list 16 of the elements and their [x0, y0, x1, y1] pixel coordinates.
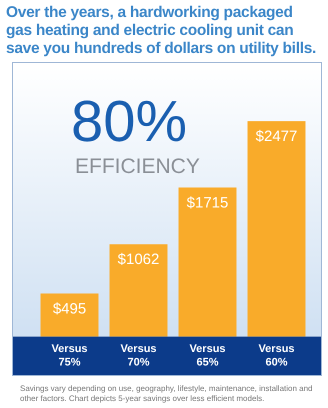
x-tick-label: Versus 65% [189, 343, 226, 368]
x-tick-label: Versus 75% [51, 343, 88, 368]
data-label: $1715 [186, 194, 228, 212]
annotation: 80% [71, 89, 188, 154]
bar [248, 121, 306, 337]
data-label: $1062 [118, 251, 160, 268]
annotation: EFFICIENCY [75, 155, 200, 178]
text: Savings vary depending on use, geography, lifestyle, maintenance, installation and other factors. Chart depicts 5-year savings over less efficient models. [19, 383, 314, 404]
bar [110, 244, 168, 337]
data-label: $495 [52, 300, 86, 318]
bar [40, 294, 98, 337]
x-tick-label: Versus 60% [258, 343, 295, 368]
chart-title: Over the years, a hardworking packaged gas heating and electric cooling unit can save you hundreds of dollars on utility bills. [5, 3, 318, 59]
bar [178, 187, 236, 337]
data-label: $2477 [256, 128, 298, 146]
x-tick-label: Versus 70% [120, 343, 157, 368]
